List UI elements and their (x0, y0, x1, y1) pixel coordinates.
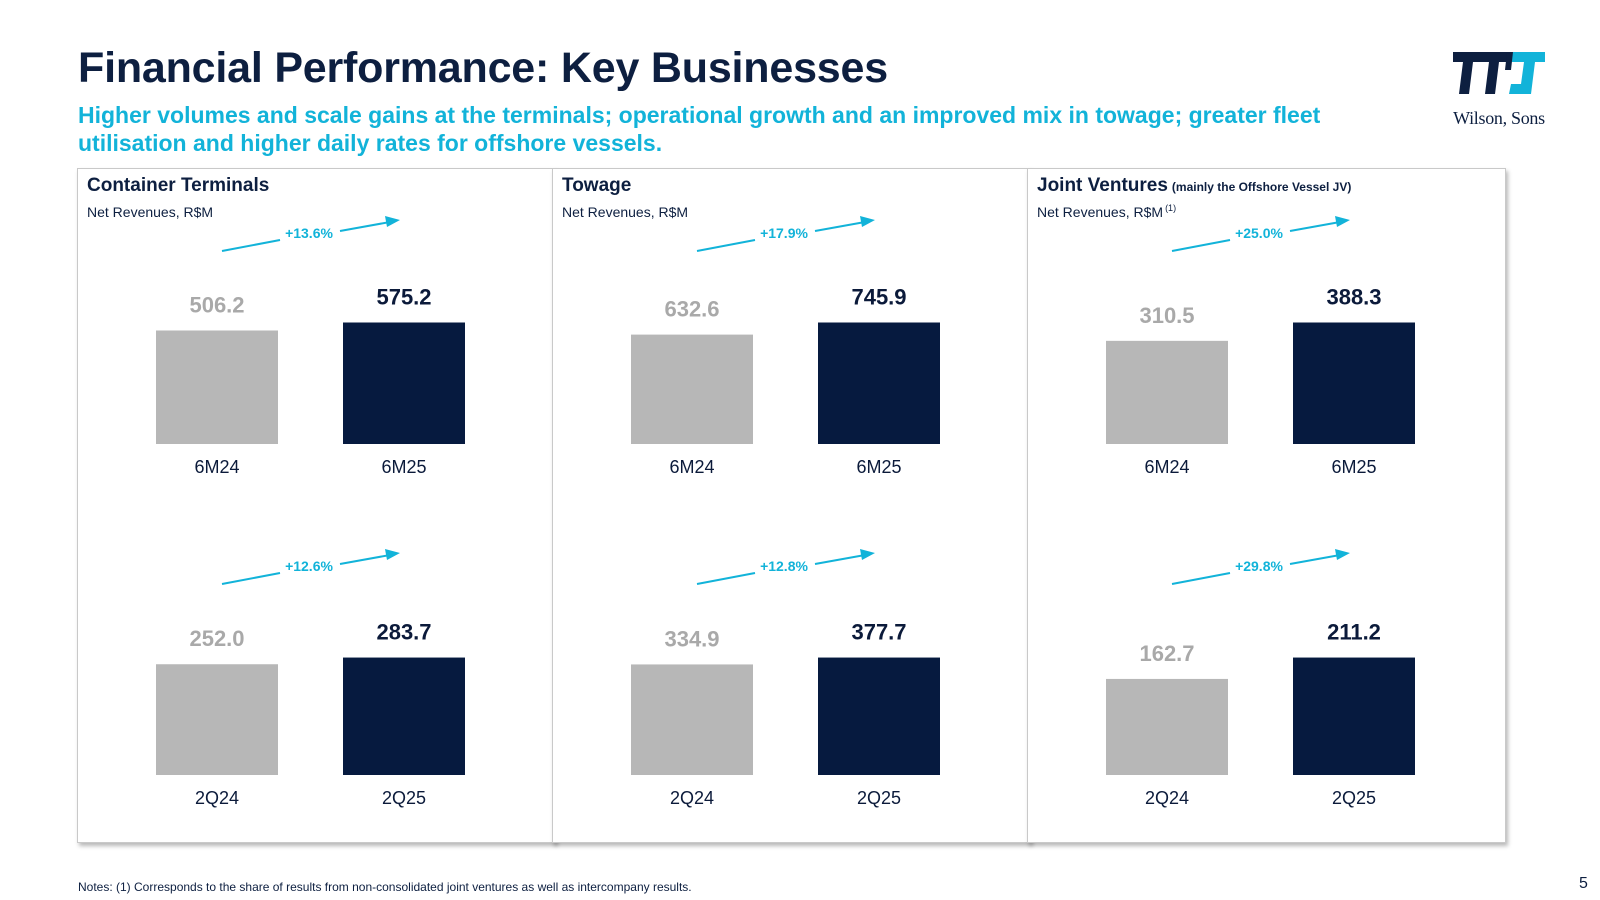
growth-arrow-line (1289, 554, 1341, 565)
footnote: Notes: (1) Corresponds to the share of r… (78, 880, 692, 894)
page-number: 5 (1579, 875, 1588, 892)
category-label: 2Q25 (1332, 788, 1376, 808)
growth-arrow-head-icon (1335, 549, 1350, 560)
growth-arrow-line (696, 572, 756, 585)
bar-value-label: 310.5 (1139, 303, 1194, 328)
panel-subtitle-text: Net Revenues, R$M (87, 204, 214, 220)
category-label: 2Q24 (1145, 788, 1189, 808)
bar-6m24 (631, 334, 753, 444)
bar-2q25 (1293, 657, 1415, 775)
growth-arrow-line (339, 221, 391, 232)
bar-value-label: 252.0 (189, 626, 244, 651)
growth-arrow-line (339, 554, 391, 565)
chart-towage: 632.6 6M24 745.9 6M25 +17.9% 334.9 2Q24 377.7 2Q… (631, 216, 940, 808)
bar-6m25 (818, 322, 940, 444)
growth-arrow-head-icon (1335, 216, 1350, 227)
panel-title-text: Towage (562, 175, 632, 196)
slide-title: Financial Performance: Key Businesses (78, 44, 888, 92)
panel-subtitle-text: Net Revenues, R$M (562, 204, 689, 220)
growth-label: +12.6% (285, 558, 333, 574)
bar-value-label: 283.7 (376, 620, 431, 645)
bar-value-label: 211.2 (1327, 620, 1381, 645)
category-label: 6M24 (669, 457, 714, 477)
bar-2q24 (156, 664, 278, 775)
bar-value-label: 745.9 (851, 285, 906, 310)
bar-6m25 (343, 322, 465, 444)
category-label: 2Q24 (195, 788, 239, 808)
bar-value-label: 162.7 (1139, 641, 1194, 666)
bar-value-label: 334.9 (664, 626, 719, 651)
category-label: 2Q25 (382, 788, 426, 808)
panel-title: Container Terminals (87, 175, 273, 197)
growth-arrow-head-icon (860, 549, 875, 560)
growth-arrow-head-icon (385, 216, 400, 227)
growth-label: +12.8% (760, 558, 808, 574)
panel-towage: Towage Net Revenues, R$M 632.6 6M24 745.9 6… (552, 168, 1031, 843)
panel-title-text: Joint Ventures (1037, 175, 1168, 196)
chart-joint-ventures: 310.5 6M24 388.3 6M25 +25.0% 162.7 2Q24 211.2 2Q… (1106, 216, 1415, 808)
bar-2q24 (1106, 678, 1228, 775)
bar-value-label: 377.7 (851, 620, 906, 645)
growth-arrow-head-icon (860, 216, 875, 227)
growth-arrow-line (1171, 239, 1231, 252)
growth-arrow-line (814, 554, 866, 565)
category-label: 2Q24 (670, 788, 714, 808)
growth-arrow-line (221, 239, 281, 252)
slide-subtitle: Higher volumes and scale gains at the te… (78, 102, 1321, 156)
category-label: 6M25 (381, 457, 426, 477)
panel-subtitle-text: Net Revenues, R$M (1037, 204, 1164, 220)
bar-value-label: 506.2 (189, 292, 244, 317)
category-label: 6M25 (1331, 457, 1376, 477)
panel-subtitle: Net Revenues, R$M (562, 203, 690, 220)
company-logo: Wilson, Sons (1443, 48, 1555, 132)
bar-2q25 (818, 657, 940, 775)
panel-subtitle-note: (1) (1165, 203, 1177, 213)
panel-joint-ventures: Joint Ventures (mainly the Offshore Vesse… (1027, 168, 1506, 843)
wilson-sons-logo-icon (1453, 52, 1545, 94)
growth-arrow-line (814, 221, 866, 232)
category-label: 6M24 (194, 457, 239, 477)
bar-6m24 (156, 330, 278, 444)
growth-label: +13.6% (285, 225, 333, 241)
bar-value-label: 575.2 (376, 285, 431, 310)
panel-title: Joint Ventures (mainly the Offshore Vesse… (1037, 175, 1351, 197)
panel-subtitle: Net Revenues, R$M (87, 203, 215, 220)
growth-arrow-line (221, 572, 281, 585)
chart-container-terminals: 506.2 6M24 575.2 6M25 +13.6% 252.0 2Q24 283.7 2Q… (156, 216, 465, 808)
panel-title-note: (mainly the Offshore Vessel JV) (1171, 180, 1352, 194)
bar-value-label: 388.3 (1326, 285, 1381, 310)
panel-title-text: Container Terminals (87, 175, 270, 196)
bar-2q24 (631, 664, 753, 775)
growth-arrow-line (1289, 221, 1341, 232)
growth-label: +25.0% (1235, 225, 1283, 241)
bar-2q25 (343, 657, 465, 775)
growth-label: +17.9% (760, 225, 808, 241)
category-label: 6M24 (1144, 457, 1189, 477)
growth-arrow-line (1171, 572, 1231, 585)
panel-title: Towage (562, 175, 635, 197)
panel-container-terminals: Container Terminals Net Revenues, R$M 50… (77, 168, 556, 843)
bar-6m25 (1293, 322, 1415, 444)
bar-value-label: 632.6 (664, 297, 719, 322)
growth-arrow-head-icon (385, 549, 400, 560)
growth-arrow-line (696, 239, 756, 252)
category-label: 6M25 (856, 457, 901, 477)
bar-6m24 (1106, 340, 1228, 444)
logo-text: Wilson, Sons (1453, 108, 1545, 128)
growth-label: +29.8% (1235, 558, 1283, 574)
panel-subtitle: Net Revenues, R$M (1) (1037, 203, 1176, 220)
category-label: 2Q25 (857, 788, 901, 808)
